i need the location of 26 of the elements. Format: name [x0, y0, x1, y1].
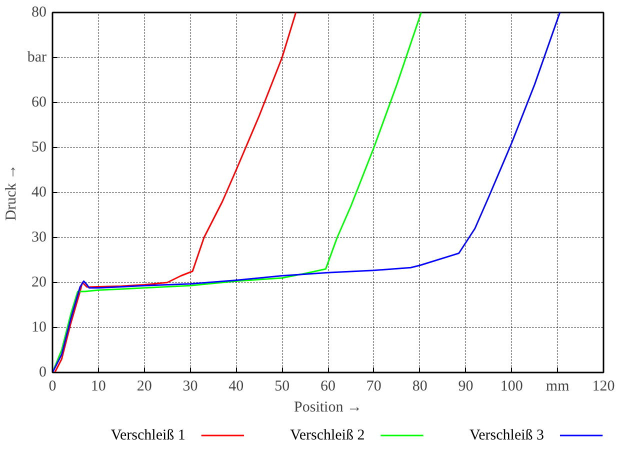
x-tick-label: 80	[412, 378, 428, 394]
y-axis-title: Druck →	[3, 164, 20, 221]
x-tick-label: 90	[458, 378, 474, 394]
legend-label: Verschleiß 2	[290, 428, 365, 444]
y-tick-label: 80	[32, 4, 46, 20]
y-tick-label: 30	[32, 230, 46, 246]
x-tick-label: mm	[546, 378, 570, 394]
y-tick-label: 10	[32, 320, 46, 336]
x-tick-label: 70	[366, 378, 382, 394]
y-tick-label: 40	[32, 184, 46, 200]
x-tick-label: 40	[228, 378, 244, 394]
x-tick-label: 50	[274, 378, 290, 394]
y-tick-label: 0	[39, 364, 46, 380]
x-axis-title: Position →	[294, 400, 362, 416]
x-tick-label: 120	[592, 378, 615, 394]
x-tick-label: 30	[182, 378, 198, 394]
legend-label: Verschleiß 3	[469, 428, 544, 444]
x-tick-label: 20	[136, 378, 152, 394]
y-tick-label: 60	[32, 94, 46, 110]
y-tick-label: 50	[32, 140, 46, 156]
x-tick-label: 60	[320, 378, 336, 394]
x-tick-label: 100	[500, 378, 523, 394]
legend-label: Verschleiß 1	[110, 428, 186, 444]
y-tick-label: bar	[27, 50, 47, 66]
y-tick-label: 20	[32, 274, 46, 290]
x-tick-label: 10	[90, 378, 106, 394]
